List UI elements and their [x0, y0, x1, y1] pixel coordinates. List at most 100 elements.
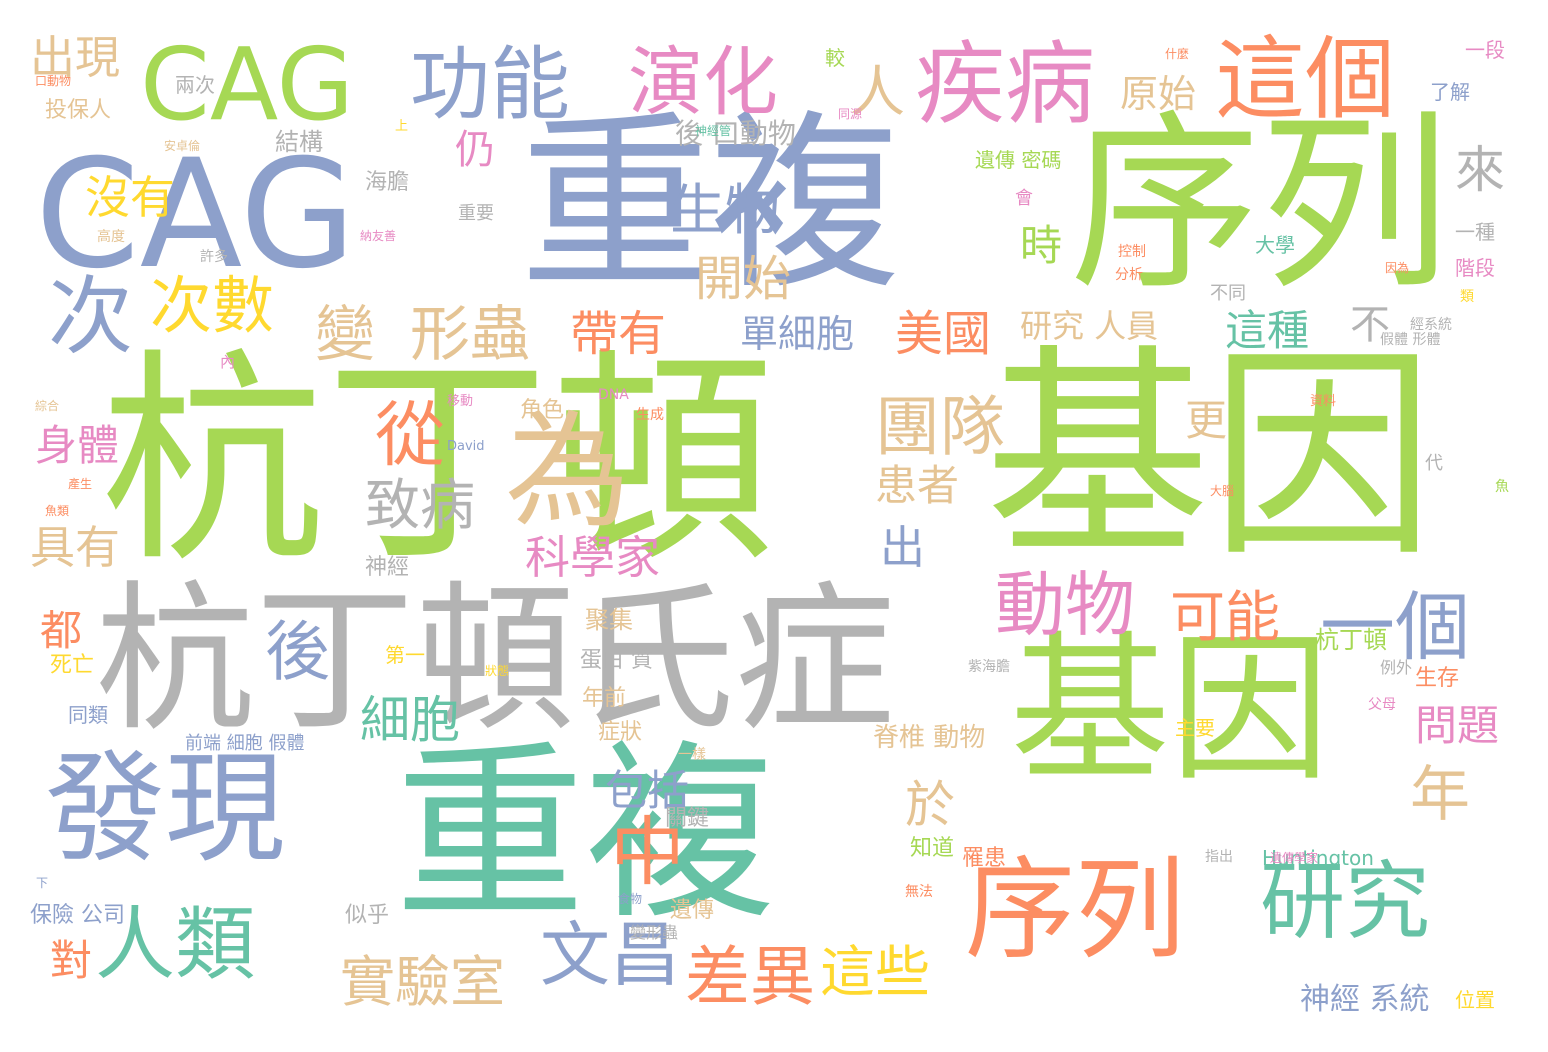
cloud-word: 代 [1425, 453, 1443, 474]
cloud-word: 兩次 [175, 73, 215, 97]
cloud-word: 魚類 [45, 504, 70, 518]
cloud-word: 開始 [695, 251, 792, 307]
cloud-word: 包括 [605, 766, 690, 815]
cloud-word: 科學家 [525, 531, 661, 584]
cloud-word: 魚 [1495, 479, 1509, 495]
cloud-word: 蛋白 質 [580, 648, 653, 673]
cloud-word: 對 [50, 936, 93, 985]
cloud-word: 知道 [910, 836, 955, 861]
cloud-word: 關鍵 [665, 806, 710, 831]
cloud-word: 類 [1460, 289, 1474, 305]
cloud-word: 經系統 [1410, 317, 1452, 333]
cloud-word: 保險 公司 [30, 903, 125, 928]
cloud-word: 前端 細胞 假體 [185, 733, 305, 754]
cloud-word: 較 [825, 46, 845, 70]
cloud-word: 細胞 [360, 691, 460, 749]
cloud-word: 高度 [97, 229, 125, 245]
cloud-word: 問題 [1415, 701, 1500, 750]
cloud-word: 生物 [670, 178, 781, 242]
cloud-word: 後 [265, 615, 331, 690]
cloud-word: 文昌 [540, 914, 680, 996]
cloud-word: 上 [395, 119, 409, 134]
cloud-word: 更 [1185, 396, 1228, 445]
cloud-word: 遺傳 [670, 898, 715, 923]
cloud-word: 形蟲 [410, 300, 530, 370]
cloud-word: CAG [140, 26, 354, 143]
cloud-word: 致病 [365, 473, 476, 537]
cloud-word: 一個 [1320, 583, 1471, 671]
cloud-word: 基因 [985, 326, 1435, 588]
cloud-word: 重複 [520, 94, 901, 315]
cloud-word: 脊椎 動物 [873, 723, 986, 753]
cloud-word: 差異 [685, 940, 816, 1015]
cloud-word: 安卓倫 [164, 139, 201, 153]
cloud-word: 這種 [1225, 306, 1310, 355]
cloud-word: 杭丁頓 [1315, 626, 1387, 654]
cloud-word: 研究 [1260, 853, 1431, 952]
cloud-word: 生存 [1415, 666, 1460, 691]
cloud-word: 年 [1410, 760, 1470, 830]
cloud-word: 原始 [1120, 72, 1197, 116]
cloud-word: 指出 [1205, 849, 1233, 865]
cloud-word: 次數 [150, 269, 275, 342]
cloud-word: David [447, 439, 485, 454]
cloud-word: 研究 人員 [1020, 307, 1159, 345]
cloud-word: 身體 [35, 421, 120, 470]
cloud-word: 序列 [965, 846, 1185, 974]
cloud-word: 來 [1455, 141, 1505, 199]
cloud-word: 可能 [1170, 585, 1281, 649]
cloud-word: 神經 [365, 555, 410, 580]
cloud-word: 演化 [628, 38, 779, 126]
cloud-word: 大腦 [1210, 484, 1235, 498]
cloud-word: 假體 形體 [1380, 332, 1441, 348]
cloud-word: 罹患 [962, 846, 1007, 871]
cloud-word: 了解 [1430, 80, 1470, 104]
cloud-word: 無法 [905, 884, 933, 900]
cloud-word: 時 [1020, 221, 1063, 270]
cloud-word: 移動 [447, 394, 474, 409]
cloud-word: 因為 [1385, 261, 1410, 275]
cloud-word: 神經 系統 [1300, 982, 1430, 1017]
cloud-word: 疾病 [915, 32, 1095, 137]
cloud-word: 這個 [1215, 27, 1395, 132]
cloud-word: 基因 [1010, 616, 1331, 803]
cloud-word: 變形蟲 [630, 923, 679, 942]
cloud-word: 團隊 [875, 390, 1006, 465]
cloud-word: 生成 [636, 407, 664, 423]
cloud-word: 不 [1350, 302, 1390, 348]
cloud-word: 後 口動物 [675, 117, 796, 150]
cloud-word: 功能 [410, 38, 570, 131]
cloud-word: 納友善 [360, 229, 397, 243]
cloud-word: 死亡 [50, 653, 95, 678]
cloud-word: 同源 [838, 107, 863, 121]
cloud-word: 階段 [1455, 256, 1495, 280]
cloud-word: 年前 [582, 686, 627, 711]
cloud-word: 中 [610, 808, 686, 896]
cloud-word: 人類 [95, 898, 255, 991]
cloud-word: 神經管 [695, 124, 732, 138]
cloud-word: 遺傳 密碼 [975, 148, 1062, 172]
cloud-word: 杭丁頓氏症 [95, 566, 896, 753]
cloud-word: 例外 [1380, 658, 1413, 677]
cloud-word: 沒有 [85, 171, 176, 224]
cloud-word: 變 [315, 300, 375, 370]
cloud-word: 主要 [1175, 716, 1215, 740]
cloud-word: 父母 [1368, 697, 1396, 713]
cloud-word: 第一 [385, 643, 425, 667]
cloud-word: 會 [1015, 188, 1033, 209]
cloud-word: 帶有 [570, 306, 667, 362]
cloud-word: 食物 [618, 892, 643, 906]
cloud-word: 美國 [895, 306, 992, 362]
cloud-word: 綜合 [35, 399, 60, 413]
cloud-word: Huntington [1262, 846, 1374, 870]
cloud-word: 內 [220, 353, 236, 371]
cloud-word: 口動物 [35, 74, 72, 88]
cloud-word: 出現 [30, 31, 121, 84]
cloud-word: DNA [598, 387, 629, 403]
cloud-word: 實驗室 [340, 950, 506, 1014]
cloud-word: 狀態 [485, 664, 510, 678]
cloud-word: 什麼 [1165, 47, 1190, 61]
cloud-word: 重複 [395, 724, 776, 945]
cloud-word: 仍 [455, 127, 495, 173]
